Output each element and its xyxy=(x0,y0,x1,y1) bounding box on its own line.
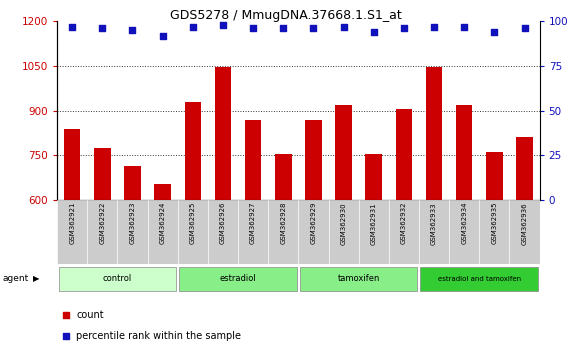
Text: GSM362928: GSM362928 xyxy=(280,202,286,244)
Text: GSM362929: GSM362929 xyxy=(311,202,316,244)
Text: estradiol: estradiol xyxy=(220,274,256,283)
Bar xyxy=(124,166,141,200)
Bar xyxy=(268,21,299,200)
Bar xyxy=(305,120,321,200)
Bar xyxy=(57,200,87,264)
Bar xyxy=(328,200,359,264)
Text: percentile rank within the sample: percentile rank within the sample xyxy=(77,331,242,341)
Text: GSM362924: GSM362924 xyxy=(160,202,166,244)
Text: GSM362934: GSM362934 xyxy=(461,202,467,244)
Text: GSM362935: GSM362935 xyxy=(492,202,497,244)
Point xyxy=(248,25,258,31)
Bar xyxy=(389,200,419,264)
Bar xyxy=(396,109,412,200)
Point xyxy=(369,29,379,35)
Bar xyxy=(509,200,540,264)
Point xyxy=(98,25,107,31)
Bar xyxy=(147,200,178,264)
Point xyxy=(460,24,469,29)
Bar xyxy=(147,21,178,200)
Bar xyxy=(335,105,352,200)
Bar xyxy=(57,21,87,200)
Bar xyxy=(479,21,509,200)
Bar xyxy=(299,21,328,200)
Bar xyxy=(245,120,262,200)
Point xyxy=(520,25,529,31)
Point xyxy=(399,25,408,31)
Bar xyxy=(516,137,533,200)
Bar xyxy=(184,102,201,200)
Bar xyxy=(178,200,208,264)
Bar xyxy=(87,21,118,200)
Text: count: count xyxy=(77,310,104,320)
Text: GSM362921: GSM362921 xyxy=(69,202,75,244)
Bar xyxy=(208,200,238,264)
Point xyxy=(490,29,499,35)
Bar xyxy=(118,200,147,264)
Text: GSM362926: GSM362926 xyxy=(220,202,226,244)
Bar xyxy=(456,105,472,200)
Bar xyxy=(208,21,238,200)
Point xyxy=(373,226,382,232)
Bar xyxy=(486,152,502,200)
Bar xyxy=(479,200,509,264)
Bar xyxy=(238,200,268,264)
Bar xyxy=(449,200,479,264)
Text: GSM362931: GSM362931 xyxy=(371,202,377,245)
Point xyxy=(429,24,439,29)
Text: control: control xyxy=(103,274,132,283)
Bar xyxy=(359,200,389,264)
Bar xyxy=(178,21,208,200)
Bar xyxy=(268,200,299,264)
Point xyxy=(67,24,77,29)
Point xyxy=(373,33,382,39)
Point xyxy=(188,24,198,29)
Text: GDS5278 / MmugDNA.37668.1.S1_at: GDS5278 / MmugDNA.37668.1.S1_at xyxy=(170,9,401,22)
Bar xyxy=(426,67,443,200)
Text: GSM362923: GSM362923 xyxy=(130,202,135,244)
Point xyxy=(158,33,167,38)
Bar xyxy=(179,267,297,291)
Bar xyxy=(419,21,449,200)
Text: GSM362925: GSM362925 xyxy=(190,202,196,244)
Text: GSM362932: GSM362932 xyxy=(401,202,407,244)
Bar xyxy=(154,184,171,200)
Bar xyxy=(64,129,81,200)
Bar xyxy=(449,21,479,200)
Bar xyxy=(359,21,389,200)
Text: tamoxifen: tamoxifen xyxy=(337,274,380,283)
Bar xyxy=(118,21,147,200)
Text: GSM362922: GSM362922 xyxy=(99,202,105,244)
Text: GSM362933: GSM362933 xyxy=(431,202,437,245)
Point xyxy=(218,22,227,28)
Point xyxy=(279,25,288,31)
Point xyxy=(309,25,318,31)
Bar xyxy=(420,267,538,291)
Bar xyxy=(300,267,417,291)
Bar xyxy=(59,267,176,291)
Text: GSM362930: GSM362930 xyxy=(340,202,347,245)
Bar xyxy=(275,154,292,200)
Point xyxy=(339,24,348,29)
Text: GSM362927: GSM362927 xyxy=(250,202,256,244)
Bar xyxy=(299,200,328,264)
Text: agent: agent xyxy=(3,274,29,283)
Bar xyxy=(238,21,268,200)
Bar xyxy=(215,67,231,200)
Bar xyxy=(389,21,419,200)
Bar xyxy=(365,154,382,200)
Bar xyxy=(328,21,359,200)
Bar xyxy=(94,148,111,200)
Bar xyxy=(87,200,118,264)
Bar xyxy=(419,200,449,264)
Text: ▶: ▶ xyxy=(33,274,39,283)
Text: GSM362936: GSM362936 xyxy=(521,202,528,245)
Bar xyxy=(509,21,540,200)
Text: estradiol and tamoxifen: estradiol and tamoxifen xyxy=(438,276,521,282)
Point xyxy=(128,27,137,33)
